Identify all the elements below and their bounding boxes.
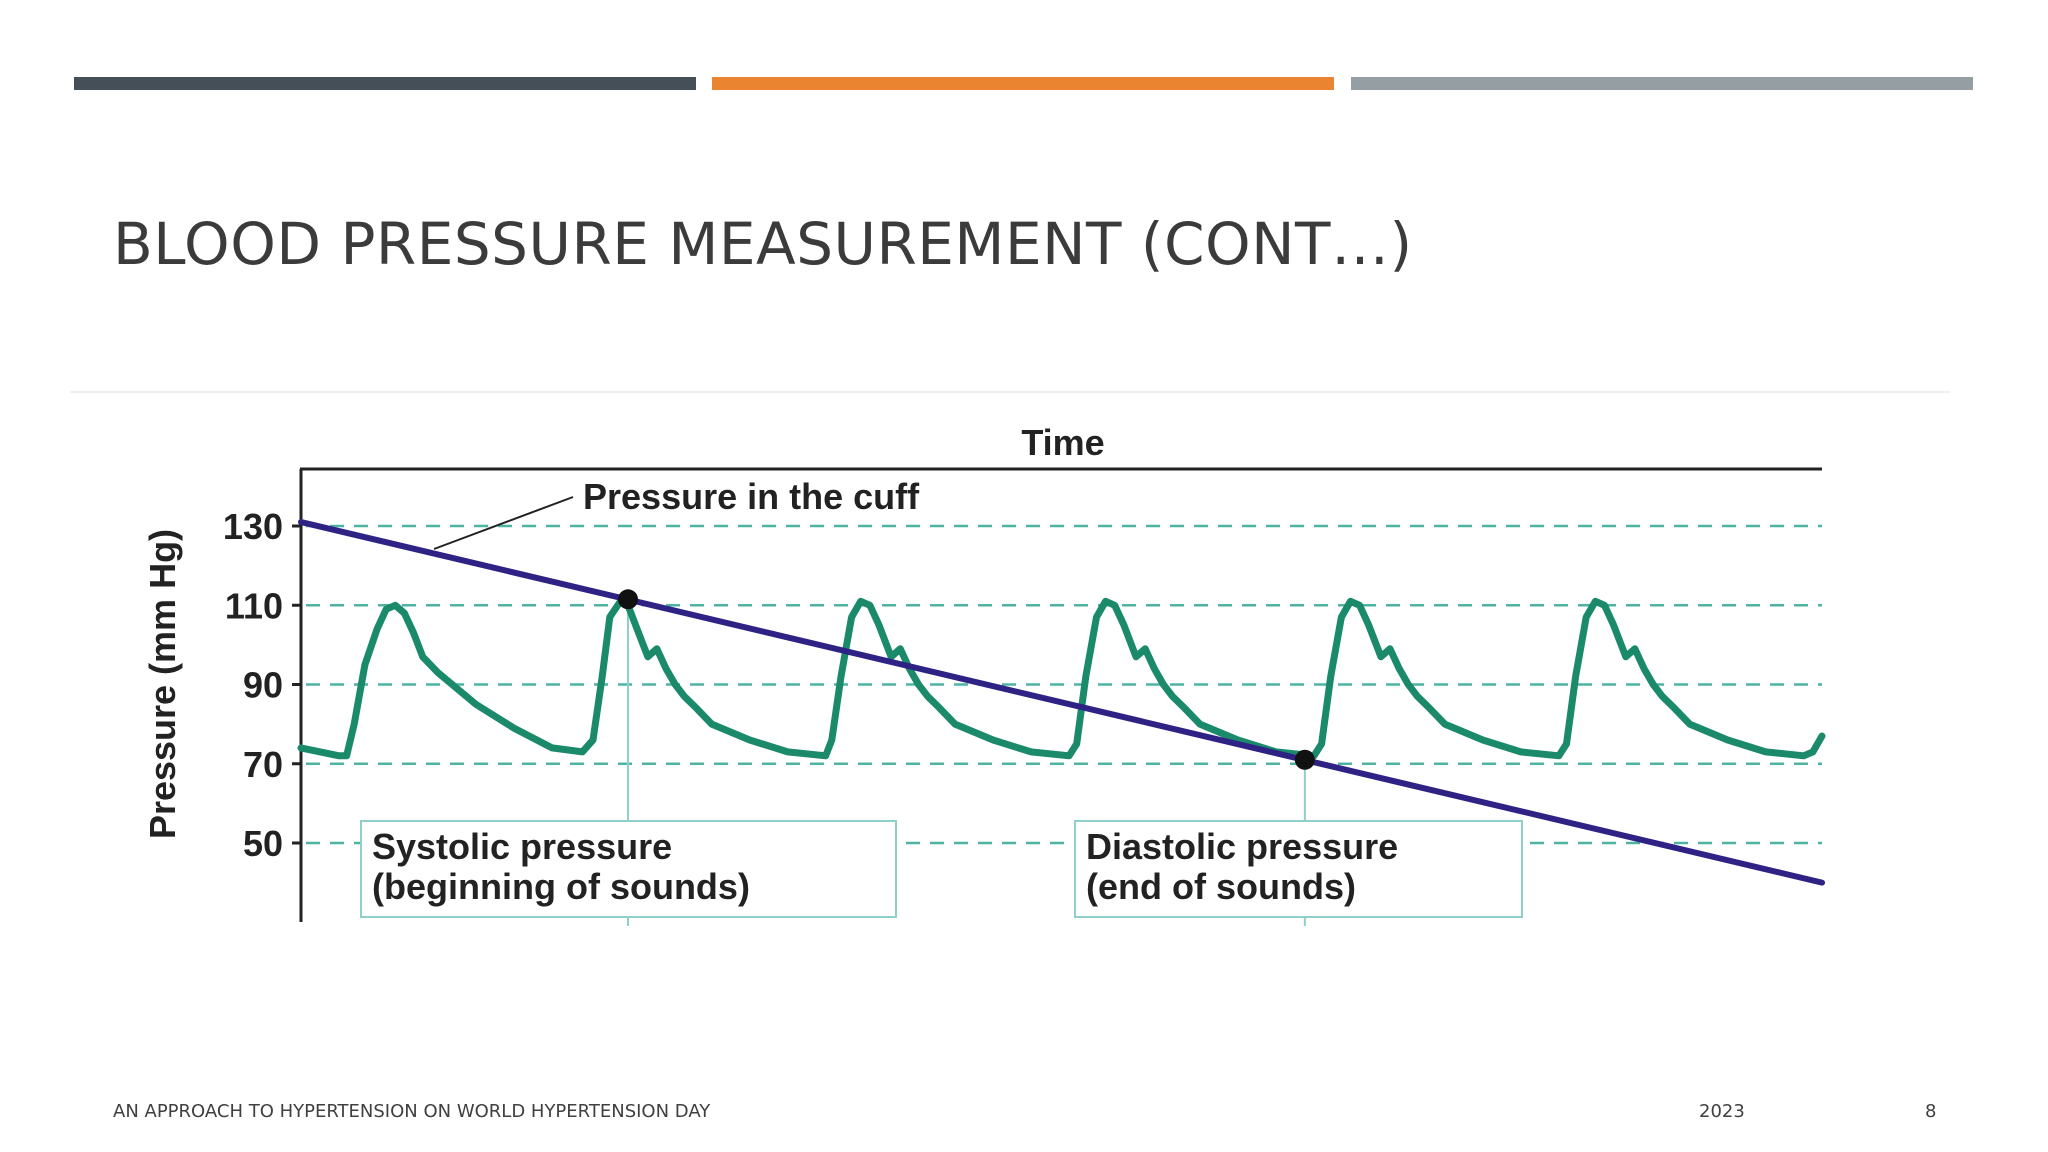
arterial-pressure-line [297,597,1826,760]
accent-bar-gray [1351,77,1973,90]
slide-title: BLOOD PRESSURE MEASUREMENT (CONT…) [113,210,1413,278]
y-tick-label-130: 130 [223,506,283,547]
diastolic-label-line1: Diastolic pressure [1086,826,1398,867]
footer-presentation-title: AN APPROACH TO HYPERTENSION ON WORLD HYP… [113,1101,711,1122]
systolic-label-line1: Systolic pressure [372,826,672,867]
y-tick-label-110: 110 [225,585,283,626]
footer-page-number: 8 [1925,1101,1937,1122]
chart-title: Time [1021,422,1104,463]
y-tick-label-50: 50 [243,823,283,864]
cuff-label: Pressure in the cuff [583,476,920,517]
cuff-leader-line [433,496,574,550]
diastolic-box [1074,820,1523,918]
cuff-pressure-line [298,519,1825,886]
diastolic-point-marker [1294,749,1315,770]
accent-bar-orange [712,77,1334,90]
y-axis-label: Pressure (mm Hg) [142,529,183,839]
systolic-point-marker [618,589,639,610]
accent-bar-dark [74,77,696,90]
footer-year: 2023 [1699,1101,1745,1122]
systolic-label-line2: (beginning of sounds) [372,866,750,907]
y-tick-label-70: 70 [243,744,283,785]
diastolic-label-line2: (end of sounds) [1086,866,1356,907]
title-divider [70,391,1950,393]
y-tick-label-90: 90 [243,665,283,706]
systolic-box [360,820,897,918]
